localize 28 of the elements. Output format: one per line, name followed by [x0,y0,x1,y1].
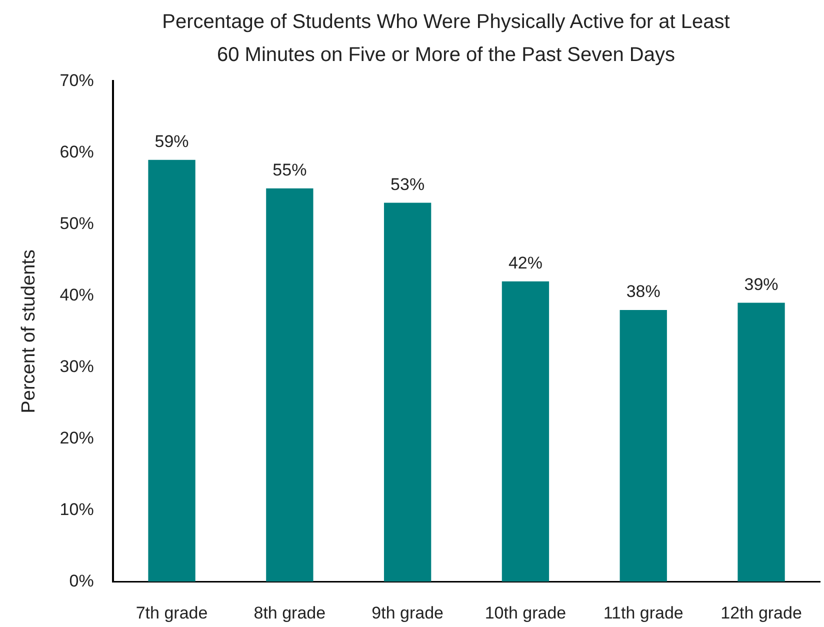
bar [148,160,196,582]
bar [620,310,667,582]
x-tick-label: 10th grade [484,603,566,622]
y-tick-label: 70% [60,70,94,90]
data-label: 38% [626,282,660,302]
y-tick-label: 0% [69,571,94,590]
y-tick-label: 30% [60,356,94,376]
x-tick-label: 11th grade [603,603,684,622]
x-tick-label: 9th grade [372,603,444,622]
bar [502,281,550,582]
data-label: 59% [154,132,189,152]
x-tick-label: 12th grade [720,603,802,622]
bar [384,202,432,582]
y-tick-label: 10% [60,500,94,519]
data-label: 55% [272,160,307,180]
bar [266,188,314,582]
data-label: 39% [744,274,778,294]
x-tick-label: 8th grade [254,603,326,622]
chart-title: Percentage of Students Who Were Physically Active for at Least 60 Minutes on Five or More of the Past Seven Days [161,10,731,68]
y-tick-label: 20% [60,428,94,448]
data-label: 42% [508,254,542,273]
x-tick-label: 7th grade [136,603,208,622]
y-axis-title: Percent of students [18,250,40,414]
y-tick-label: 60% [60,142,94,162]
y-tick-label: 40% [60,285,94,304]
data-label: 53% [390,174,425,194]
y-tick-label: 50% [60,214,94,233]
bar [738,302,785,582]
